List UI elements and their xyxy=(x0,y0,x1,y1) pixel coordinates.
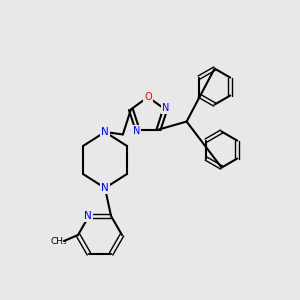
Text: N: N xyxy=(84,211,92,221)
Text: O: O xyxy=(144,92,152,102)
Text: N: N xyxy=(101,183,109,193)
Text: N: N xyxy=(101,127,109,137)
Text: N: N xyxy=(133,126,140,136)
Text: CH₃: CH₃ xyxy=(51,236,67,245)
Text: N: N xyxy=(162,103,170,113)
